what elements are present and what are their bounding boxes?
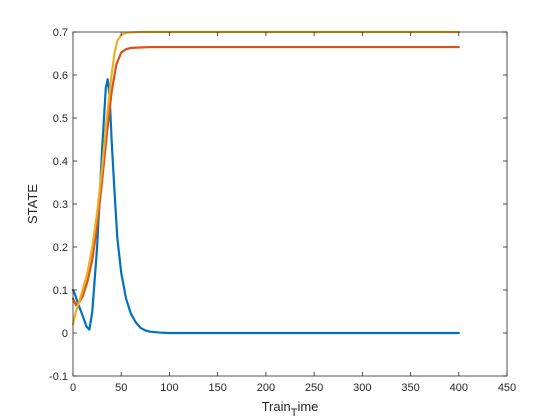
x-tick-label: 150: [208, 382, 226, 394]
x-tick-label: 350: [401, 382, 419, 394]
x-axis-ticks: 0 50 100 150 200 250 300 350 400 450: [70, 32, 516, 394]
y-axis-ticks: -0.1 0 0.1 0.2 0.3 0.4 0.5 0.6 0.7: [49, 27, 507, 383]
y-tick-label: 0.6: [53, 70, 68, 82]
series-line-2: [71, 45, 460, 307]
y-tick-label: 0.3: [53, 199, 68, 211]
y-tick-label: -0.1: [49, 371, 68, 383]
plot-background: [73, 32, 507, 376]
x-tick-label: 50: [115, 382, 127, 394]
y-tick-label: 0.4: [53, 156, 68, 168]
y-axis-label: STATE: [25, 184, 40, 224]
x-axis-label: TrainTime: [262, 399, 319, 419]
x-tick-label: 100: [160, 382, 178, 394]
y-tick-label: 0.1: [53, 285, 68, 297]
x-tick-label: 200: [257, 382, 275, 394]
x-tick-label: 450: [498, 382, 516, 394]
y-tick-label: 0.7: [53, 27, 68, 39]
x-tick-label: 400: [450, 382, 468, 394]
y-tick-label: 0.5: [53, 113, 68, 125]
series-line-1: [71, 78, 460, 335]
y-tick-label: 0: [62, 328, 68, 340]
x-tick-label: 0: [70, 382, 76, 394]
x-tick-label: 300: [353, 382, 371, 394]
x-tick-label: 250: [305, 382, 323, 394]
y-tick-label: 0.2: [53, 242, 68, 254]
